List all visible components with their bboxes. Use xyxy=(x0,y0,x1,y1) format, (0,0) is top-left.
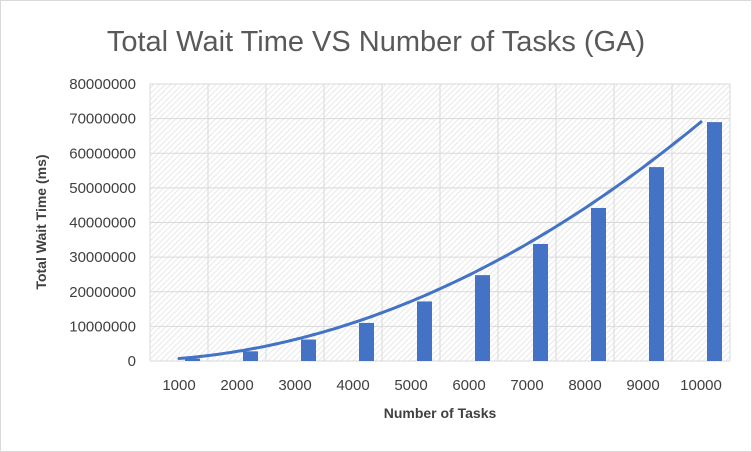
x-tick-label: 8000 xyxy=(568,377,601,394)
y-tick-label: 40000000 xyxy=(69,215,136,232)
y-tick-label: 80000000 xyxy=(69,76,136,93)
x-tick-label: 3000 xyxy=(278,377,311,394)
bar-2000 xyxy=(243,351,258,361)
bar-4000 xyxy=(359,322,374,361)
x-tick-label: 7000 xyxy=(510,377,543,394)
y-tick-label: 60000000 xyxy=(69,145,136,162)
bar-1000 xyxy=(185,358,200,361)
bar-7000 xyxy=(533,243,548,361)
y-axis-tick-labels: 0 10000000 20000000 30000000 40000000 5000000… xyxy=(69,76,136,370)
bar-10000 xyxy=(707,122,722,362)
y-tick-label: 70000000 xyxy=(69,111,136,128)
bar-5000 xyxy=(417,301,432,361)
x-axis-tick-labels: 1000 2000 3000 4000 5000 6000 7000 8000 9000 1000… xyxy=(162,377,722,394)
bar-8000 xyxy=(591,207,606,361)
x-tick-label: 2000 xyxy=(220,377,253,394)
y-tick-label: 30000000 xyxy=(69,249,136,266)
x-tick-label: 1000 xyxy=(162,377,195,394)
x-tick-label: 4000 xyxy=(336,377,369,394)
chart-title: Total Wait Time VS Number of Tasks (GA) xyxy=(107,26,645,58)
bar-series xyxy=(185,122,722,362)
y-tick-label: 10000000 xyxy=(69,318,136,335)
bar-3000 xyxy=(301,339,316,361)
x-tick-label: 9000 xyxy=(626,377,659,394)
gridlines xyxy=(149,83,731,362)
x-tick-label: 10000 xyxy=(680,377,722,394)
y-tick-label: 0 xyxy=(128,353,136,370)
y-axis-title: Total Wait Time (ms) xyxy=(33,154,49,289)
y-tick-label: 50000000 xyxy=(69,180,136,197)
x-axis-title: Number of Tasks xyxy=(384,405,497,421)
y-tick-label: 20000000 xyxy=(69,284,136,301)
bar-6000 xyxy=(475,275,490,361)
x-tick-label: 5000 xyxy=(394,377,427,394)
trendline xyxy=(177,120,703,360)
bar-9000 xyxy=(649,167,664,361)
x-tick-label: 6000 xyxy=(452,377,485,394)
